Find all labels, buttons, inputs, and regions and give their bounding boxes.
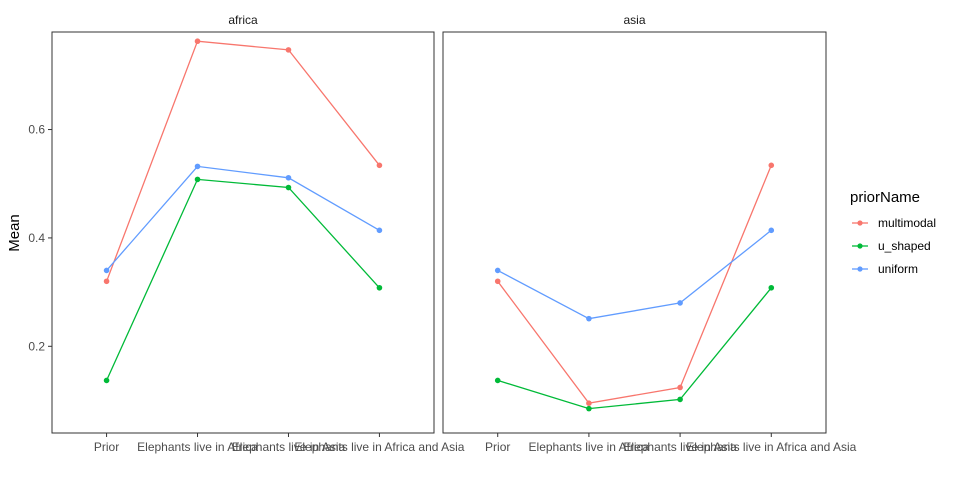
data-point-u_shaped xyxy=(103,377,110,384)
data-point-multimodal xyxy=(768,162,775,169)
legend-label: u_shaped xyxy=(878,239,931,253)
x-tick-label: Prior xyxy=(94,440,119,454)
data-point-multimodal xyxy=(194,38,201,45)
data-point-multimodal xyxy=(677,384,683,391)
legend-key-point xyxy=(857,266,863,272)
series-line-u_shaped xyxy=(106,178,380,381)
series-line-uniform xyxy=(497,229,772,320)
data-point-uniform xyxy=(194,163,201,170)
data-point-uniform xyxy=(494,267,501,274)
data-point-u_shaped xyxy=(677,396,683,403)
x-tick-label: Elephants live in Africa xyxy=(529,440,650,454)
data-point-u_shaped xyxy=(494,377,501,384)
data-point-uniform xyxy=(285,174,292,181)
legend-label: uniform xyxy=(878,262,918,276)
panel-asia xyxy=(442,31,827,434)
legend-key-point xyxy=(857,220,863,226)
data-point-multimodal xyxy=(494,278,501,285)
data-point-multimodal xyxy=(285,47,292,53)
series-line-multimodal xyxy=(497,165,772,404)
data-point-uniform xyxy=(376,227,383,234)
x-tick-label: Elephants live in Africa and Asia xyxy=(294,440,464,454)
data-point-uniform xyxy=(586,315,592,322)
data-point-u_shaped xyxy=(194,176,201,183)
data-point-multimodal xyxy=(103,278,110,285)
legend-item-multimodal: multimodal xyxy=(852,216,936,230)
data-point-uniform xyxy=(677,300,683,306)
data-point-u_shaped xyxy=(586,405,592,412)
data-point-multimodal xyxy=(586,400,592,406)
legend-key-point xyxy=(857,243,863,249)
legend-title: priorName xyxy=(850,189,920,206)
x-tick-label: Elephants live in Africa xyxy=(137,440,258,454)
data-point-u_shaped xyxy=(376,284,383,291)
data-point-uniform xyxy=(103,267,110,274)
data-point-uniform xyxy=(768,227,775,234)
panel-title: africa xyxy=(228,13,258,27)
series-line-multimodal xyxy=(105,40,380,282)
y-axis-title: Mean xyxy=(6,214,23,252)
panel-africa xyxy=(51,31,435,434)
y-tick-label: 0.2 xyxy=(28,339,45,353)
x-tick-label: Elephants live in Africa and Asia xyxy=(686,440,856,454)
data-point-u_shaped xyxy=(285,184,292,191)
series-line-uniform xyxy=(106,165,380,271)
y-tick-label: 0.4 xyxy=(28,231,45,245)
panel-title: asia xyxy=(623,13,645,27)
series-line-u_shaped xyxy=(497,287,772,410)
x-tick-label: Elephants live in Asia xyxy=(232,440,346,454)
legend-item-u-shaped: u_shaped xyxy=(852,239,931,253)
legend-item-uniform: uniform xyxy=(852,262,918,276)
data-point-multimodal xyxy=(376,162,383,169)
legend-label: multimodal xyxy=(878,216,936,230)
x-tick-label: Prior xyxy=(485,440,510,454)
y-tick-label: 0.6 xyxy=(28,123,45,137)
x-tick-label: Elephants live in Asia xyxy=(623,440,737,454)
data-point-u_shaped xyxy=(768,284,775,291)
